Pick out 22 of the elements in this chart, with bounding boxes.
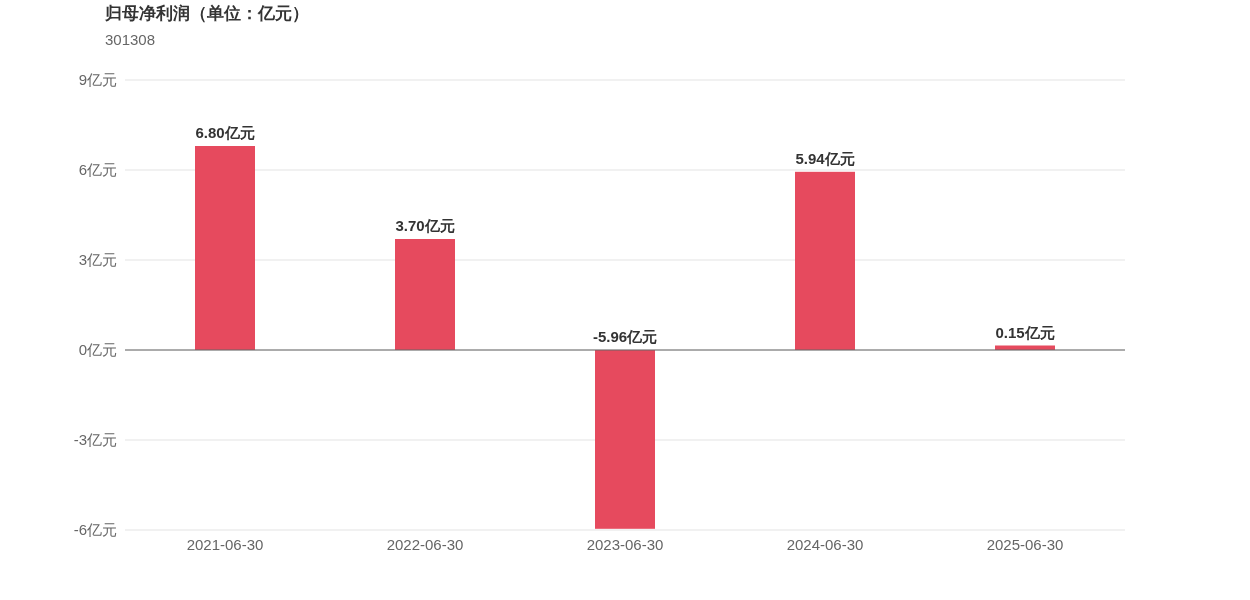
data-label: 3.70亿元 (395, 217, 455, 234)
y-tick-label: -3亿元 (73, 431, 117, 448)
bar (795, 171, 855, 350)
y-tick-label: 3亿元 (78, 251, 117, 268)
x-tick-label: 2024-06-30 (786, 536, 864, 553)
chart-subtitle: 301308 (105, 31, 156, 48)
y-tick-label: 0亿元 (78, 341, 117, 358)
data-label: 0.15亿元 (995, 323, 1055, 341)
x-tick-label: 2025-06-30 (986, 536, 1064, 553)
x-tick-label: 2023-06-30 (586, 536, 664, 553)
x-tick-label: 2021-06-30 (186, 536, 264, 553)
y-tick-label: 6亿元 (78, 161, 117, 178)
x-tick-label: 2022-06-30 (386, 536, 464, 553)
bar (395, 239, 455, 350)
bar (195, 146, 255, 350)
bar (595, 350, 655, 529)
y-tick-label: 9亿元 (78, 71, 117, 88)
data-label: -5.96亿元 (592, 328, 658, 345)
data-label: 6.80亿元 (195, 124, 255, 141)
y-tick-label: -6亿元 (73, 521, 117, 538)
chart-title: 归母净利润（单位：亿元） (104, 4, 309, 23)
data-label: 5.94亿元 (795, 149, 855, 167)
